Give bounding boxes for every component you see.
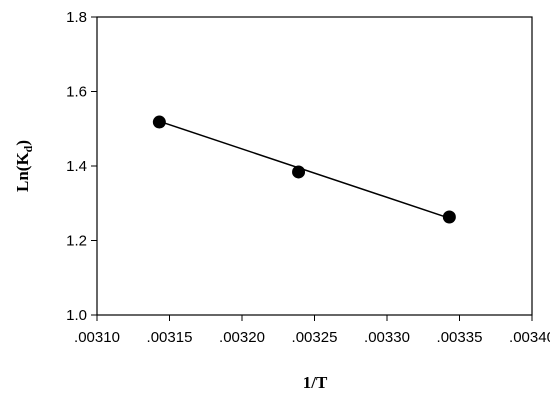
point	[152, 115, 166, 129]
plot-frame	[96, 16, 533, 316]
y-axis-label: Ln(Kd)	[13, 140, 35, 192]
y-label-subscript: d	[21, 145, 35, 152]
y-tick-label: 1.8	[66, 9, 87, 26]
x-tick-label: .00330	[364, 329, 410, 346]
x-tick-label: .00325	[292, 329, 338, 346]
y-tick-label: 1.4	[66, 158, 87, 175]
x-tick-label: .00320	[219, 329, 265, 346]
x-tick-label: .00315	[147, 329, 193, 346]
x-tick-label: .00310	[74, 329, 120, 346]
x-tick-label: .00340	[509, 329, 550, 346]
x-tick-label: .00335	[437, 329, 483, 346]
point	[292, 165, 306, 179]
y-label-main: Ln(K	[13, 152, 32, 192]
y-label-suffix: )	[13, 140, 32, 146]
y-tick-label: 1.2	[66, 233, 87, 250]
x-axis-label: 1/T	[303, 373, 328, 392]
y-tick-label: 1.0	[66, 307, 87, 324]
point	[442, 210, 456, 224]
y-tick-label: 1.6	[66, 84, 87, 101]
